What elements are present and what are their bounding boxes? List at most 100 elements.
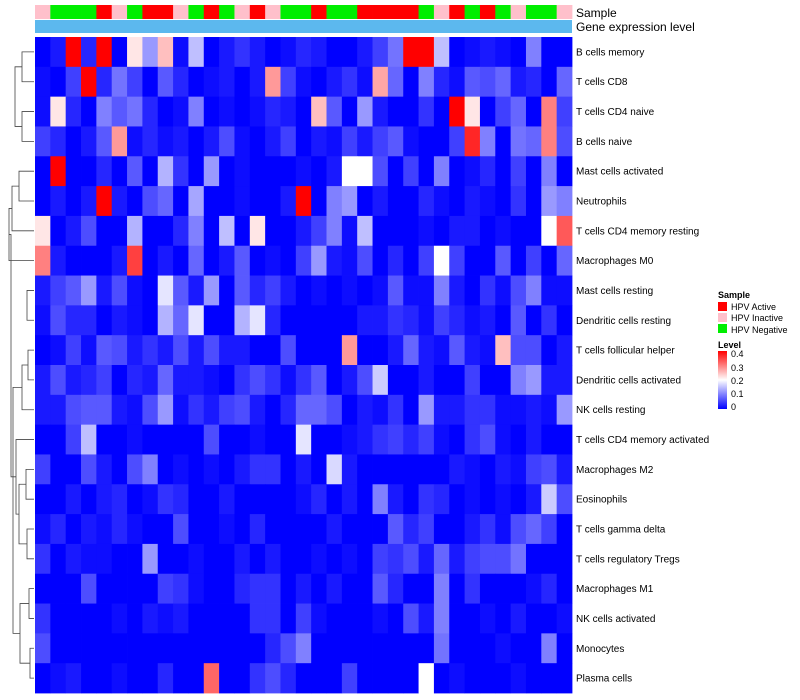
heatmap-cell	[280, 484, 297, 515]
heatmap-cell	[96, 394, 113, 426]
heatmap-cell	[35, 394, 51, 426]
heatmap-cell	[111, 245, 128, 276]
heatmap-cell	[96, 96, 113, 127]
heatmap-cell	[96, 573, 113, 604]
dendrogram-branch	[28, 588, 34, 619]
heatmap-cell	[203, 37, 220, 68]
heatmap-cell	[280, 663, 297, 694]
heatmap-cell	[464, 424, 481, 455]
heatmap-cell	[65, 394, 82, 426]
heatmap-cell	[173, 514, 189, 545]
heatmap-cell	[372, 603, 389, 634]
heatmap-cell	[81, 126, 97, 157]
heatmap-cell	[495, 573, 512, 604]
heatmap-cell	[234, 215, 251, 247]
heatmap-cell	[81, 394, 97, 426]
heatmap-cell	[249, 126, 266, 157]
heatmap-cell	[464, 663, 481, 694]
heatmap-cell	[449, 305, 465, 336]
heatmap-cell	[81, 543, 97, 575]
heatmap-cell	[127, 454, 143, 485]
heatmap-cell	[188, 96, 205, 127]
heatmap-cell	[234, 543, 251, 575]
heatmap-cell	[35, 454, 51, 485]
heatmap-cell	[142, 186, 159, 217]
heatmap-cell	[50, 633, 67, 664]
heatmap-cell	[249, 394, 266, 426]
heatmap-cell	[142, 514, 159, 545]
heatmap-cell	[449, 156, 465, 187]
heatmap-cell	[418, 424, 435, 455]
heatmap-cell	[495, 394, 512, 426]
heatmap-cell	[173, 573, 189, 604]
heatmap-cell	[280, 573, 297, 604]
heatmap-cell	[188, 66, 205, 98]
heatmap-cell	[219, 156, 235, 187]
heatmap-cell	[295, 394, 312, 426]
heatmap-cell	[387, 394, 404, 426]
heatmap-cell	[357, 424, 373, 455]
heatmap-cell	[249, 66, 266, 98]
heatmap-cell	[35, 573, 51, 604]
heatmap-cell	[479, 663, 496, 694]
heatmap-cell	[495, 514, 512, 545]
heatmap-cell	[234, 573, 251, 604]
heatmap-cell	[203, 156, 220, 187]
heatmap-cell	[295, 424, 312, 455]
heatmap-cell	[249, 275, 266, 306]
heatmap-cell	[541, 215, 558, 247]
heatmap-cell	[81, 514, 97, 545]
heatmap-cell	[173, 633, 189, 664]
heatmap-cell	[157, 603, 174, 634]
heatmap-cell	[35, 215, 51, 247]
heatmap-cell	[142, 126, 159, 157]
heatmap-cell	[510, 543, 527, 575]
heatmap-cell	[372, 305, 389, 336]
heatmap-cell	[234, 454, 251, 485]
heatmap-cell	[311, 543, 327, 575]
heatmap-cell	[525, 424, 542, 455]
heatmap-cell	[326, 424, 343, 455]
heatmap-cell	[50, 305, 67, 336]
heatmap-cell	[525, 66, 542, 98]
heatmap-cell	[357, 484, 373, 515]
heatmap-cell	[249, 454, 266, 485]
heatmap-cell	[403, 514, 419, 545]
heatmap-cell	[541, 573, 558, 604]
heatmap-cell	[311, 603, 327, 634]
heatmap-cell	[188, 305, 205, 336]
heatmap-cell	[203, 394, 220, 426]
heatmap-cell	[295, 96, 312, 127]
heatmap-cell	[418, 454, 435, 485]
heatmap-cell	[203, 603, 220, 634]
heatmap-cell	[234, 394, 251, 426]
heatmap-cell	[341, 245, 358, 276]
heatmap-cell	[81, 335, 97, 366]
heatmap-cell	[142, 424, 159, 455]
heatmap-cell	[127, 66, 143, 98]
heatmap-cell	[495, 96, 512, 127]
heatmap-cell	[127, 186, 143, 217]
heatmap-cell	[495, 543, 512, 575]
sample-annotation-cell	[280, 5, 297, 19]
heatmap-cell	[249, 633, 266, 664]
heatmap-cell	[295, 305, 312, 336]
heatmap-cell	[50, 335, 67, 366]
heatmap-cell	[433, 663, 450, 694]
heatmap-cell	[157, 424, 174, 455]
heatmap-cell	[295, 126, 312, 157]
heatmap-cell	[556, 484, 573, 515]
heatmap-cell	[357, 514, 373, 545]
heatmap-cell	[188, 543, 205, 575]
heatmap-cell	[479, 335, 496, 366]
heatmap-cell	[96, 365, 113, 396]
heatmap-cell	[127, 424, 143, 455]
level-tick-0-4: 0.4	[731, 349, 744, 359]
heatmap-cell	[157, 156, 174, 187]
heatmap-cell	[326, 514, 343, 545]
heatmap-cell	[372, 335, 389, 366]
heatmap-cell	[295, 37, 312, 68]
heatmap-cell	[234, 633, 251, 664]
heatmap-cell	[35, 603, 51, 634]
heatmap-cell	[479, 245, 496, 276]
